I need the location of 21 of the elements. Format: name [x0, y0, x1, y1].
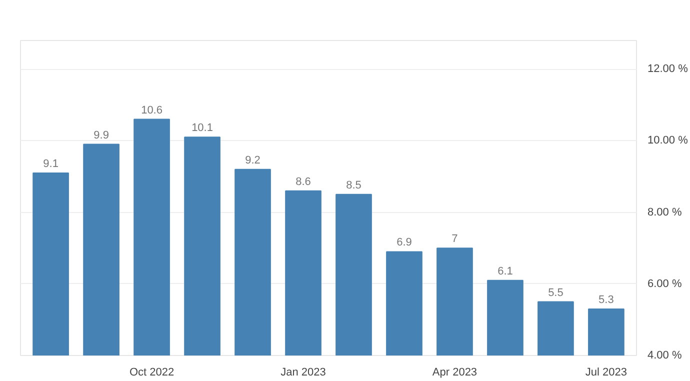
data-label: 8.5	[346, 179, 362, 192]
data-label: 10.6	[141, 104, 162, 116]
y-tick-label: 4.00 %	[648, 350, 682, 362]
y-tick-label: 6.00 %	[648, 278, 682, 290]
data-label: 9.2	[245, 154, 260, 166]
data-label: 10.1	[192, 122, 213, 134]
x-tick-label: Apr 2023	[432, 366, 478, 378]
data-label: 6.9	[396, 236, 412, 249]
data-label: 5.3	[598, 294, 614, 306]
data-label: 9.1	[43, 158, 58, 170]
data-label: 6.1	[498, 265, 513, 278]
y-tick-label: 10.00 %	[648, 134, 688, 147]
x-tick-label: Oct 2022	[129, 366, 174, 378]
data-label: 5.5	[548, 286, 564, 299]
y-tick-label: 8.00 %	[648, 206, 682, 218]
data-label: 9.9	[94, 129, 109, 142]
data-label: 8.6	[296, 176, 311, 188]
x-tick-label: Jan 2023	[280, 366, 326, 378]
y-tick-label: 12.00 %	[648, 63, 688, 76]
data-label: 7	[452, 233, 458, 246]
x-tick-label: Jul 2023	[585, 366, 628, 378]
